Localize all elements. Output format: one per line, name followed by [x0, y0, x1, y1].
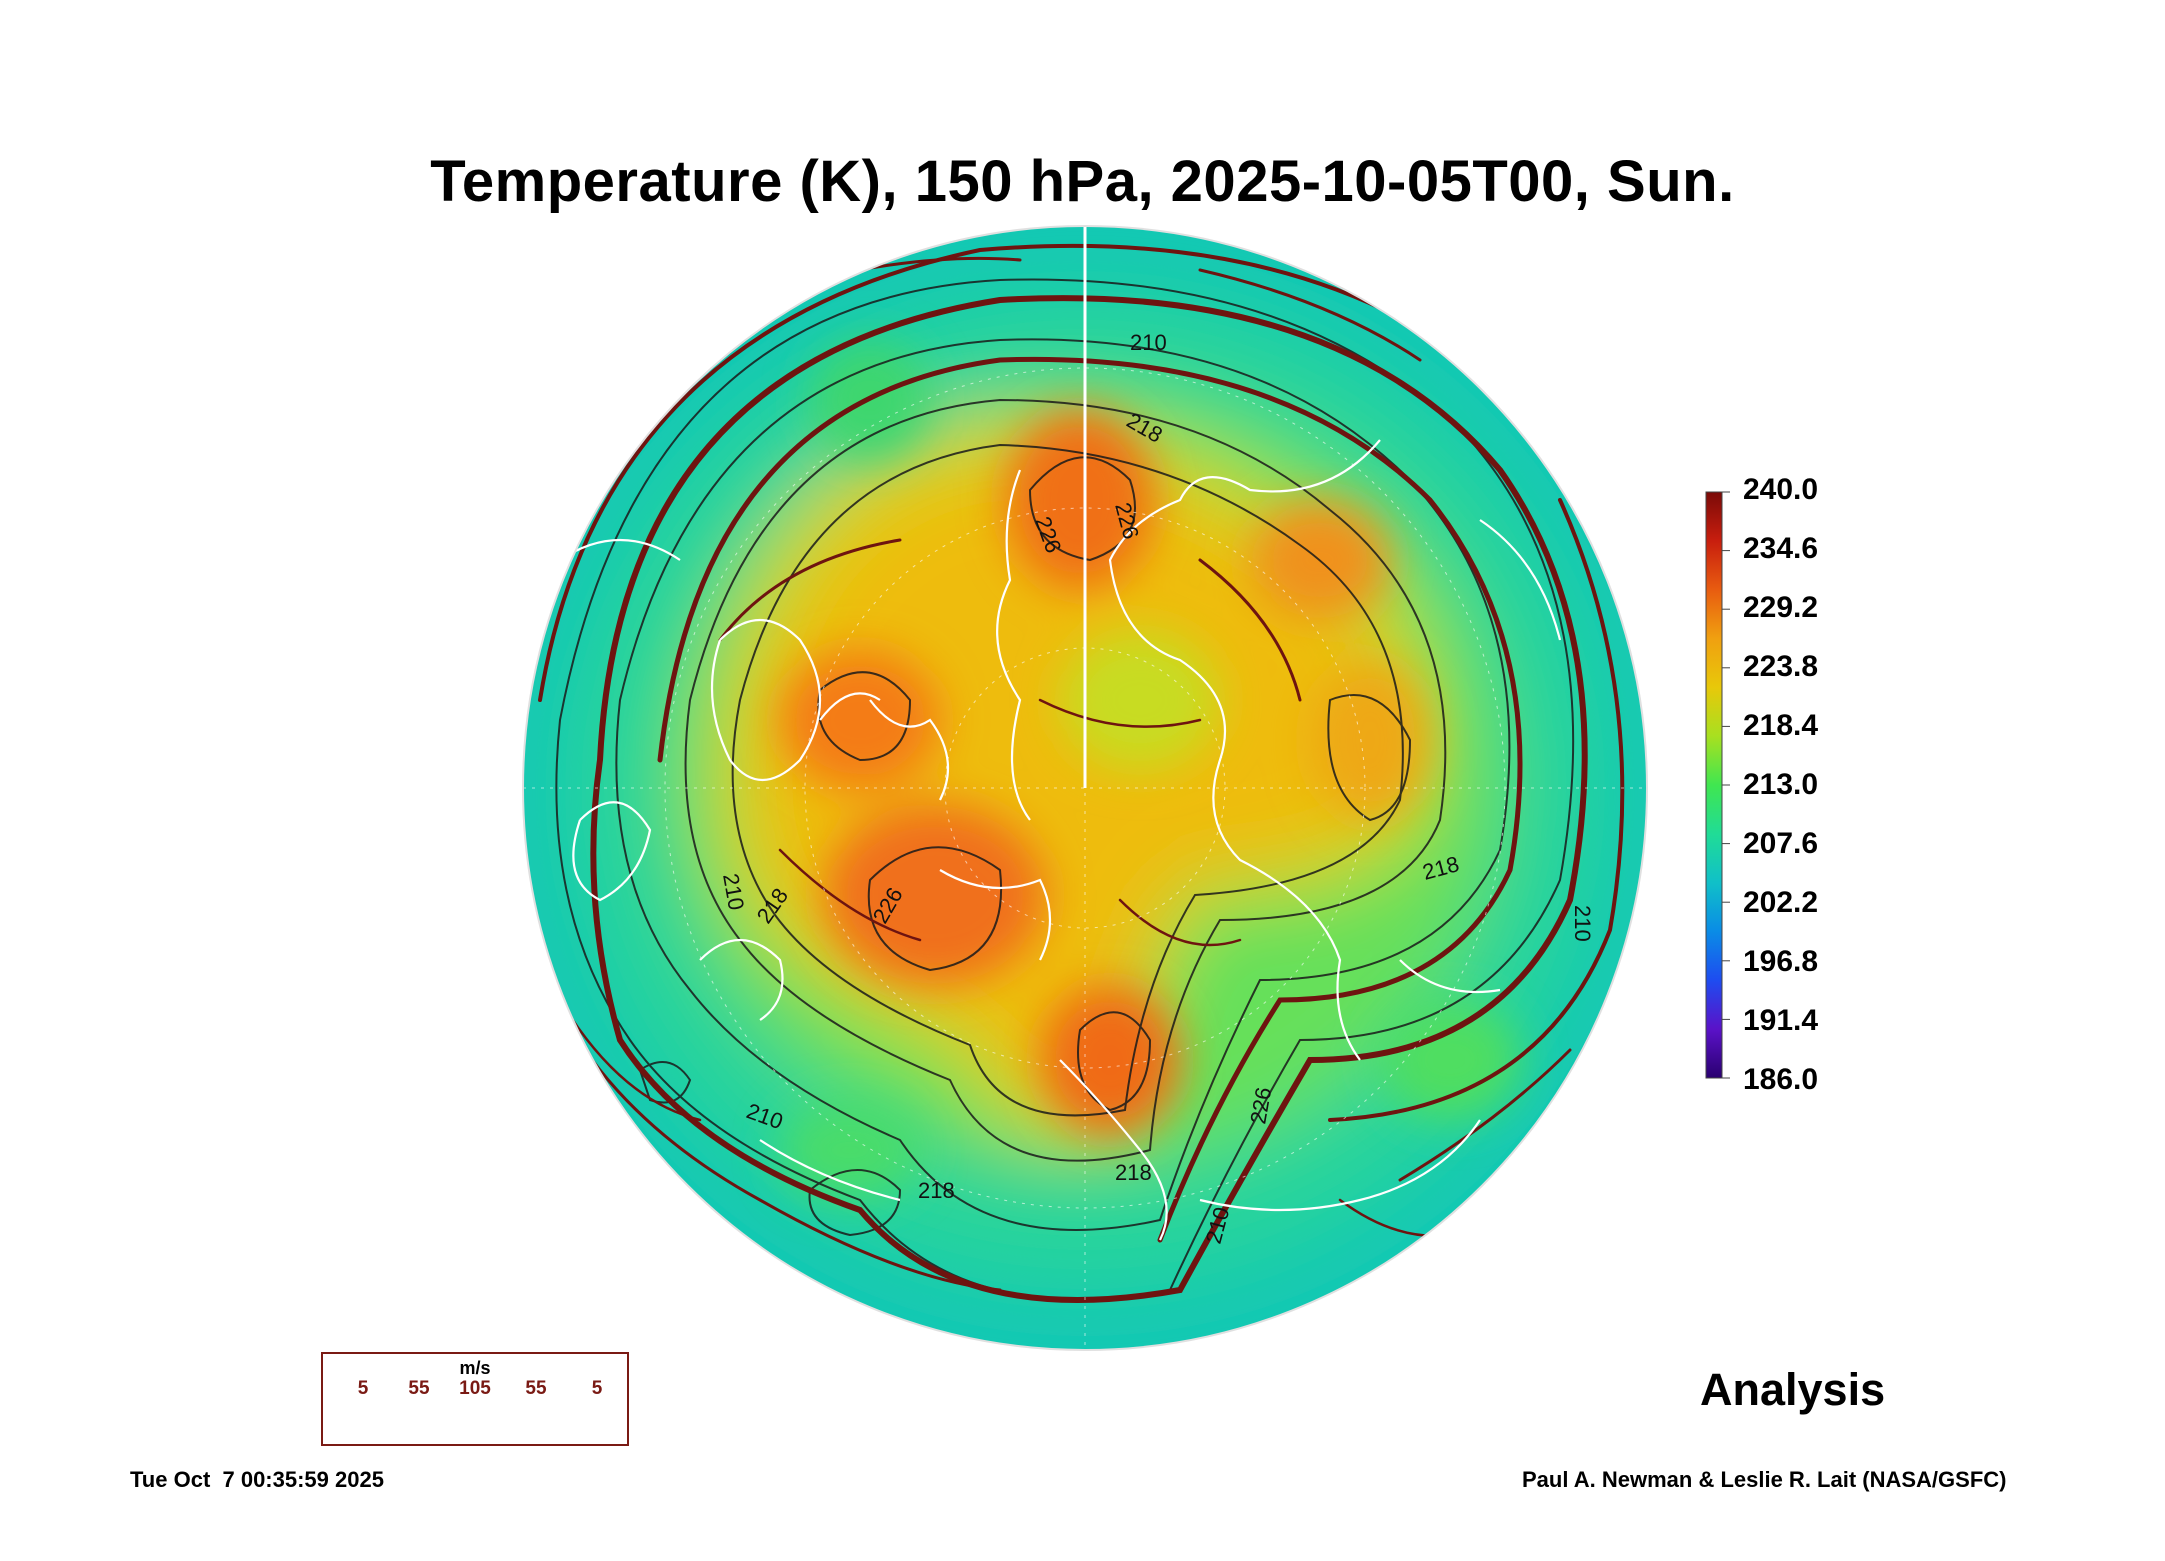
colorbar-tick-label: 186.0 — [1743, 1063, 1819, 1096]
colorbar-tick-label: 229.2 — [1743, 591, 1819, 624]
map-disk — [523, 226, 1647, 1350]
colorbar-tick-label: 202.2 — [1743, 886, 1819, 919]
colorbar-tick-label: 223.8 — [1743, 650, 1819, 683]
contour-label: 218 — [918, 1178, 955, 1203]
wind-legend-speed: 5 — [357, 1378, 369, 1399]
map-title: Temperature (K), 150 hPa, 2025-10-05T00,… — [430, 149, 1735, 214]
contour-label: 210 — [1570, 905, 1595, 942]
colorbar — [1705, 491, 1723, 1079]
colorbar-tick-label: 234.6 — [1743, 532, 1819, 565]
colorbar-tick-label: 207.6 — [1743, 827, 1819, 860]
colorbar-tick-label: 213.0 — [1743, 768, 1819, 801]
wind-speed-legend: m/s 5 55 105 55 5 — [321, 1352, 629, 1446]
colorbar-tick-label: 240.0 — [1743, 473, 1819, 506]
timestamp: Tue Oct 7 00:35:59 2025 — [130, 1467, 384, 1492]
contour-label: 218 — [1115, 1160, 1152, 1185]
wind-legend-speed: 5 — [591, 1378, 603, 1399]
analysis-label: Analysis — [1700, 1364, 1886, 1415]
contour-label: 210 — [1130, 330, 1167, 355]
colorbar-tick-label: 218.4 — [1743, 709, 1819, 742]
wind-legend-unit: m/s — [459, 1358, 491, 1378]
credit-line: Paul A. Newman & Leslie R. Lait (NASA/GS… — [1522, 1467, 2007, 1492]
map-border — [522, 225, 1648, 1351]
colorbar-tick-label: 196.8 — [1743, 945, 1819, 978]
colorbar-tick-label: 191.4 — [1743, 1004, 1819, 1037]
colorbar-ticks — [1722, 491, 1730, 1079]
wind-legend-speed: 105 — [459, 1378, 491, 1399]
wind-legend-speed: 55 — [525, 1378, 547, 1399]
wind-legend-speed: 55 — [408, 1378, 430, 1399]
